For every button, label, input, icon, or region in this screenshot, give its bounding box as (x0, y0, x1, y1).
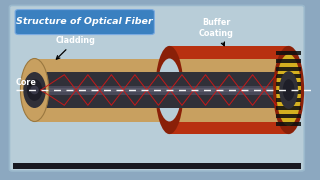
Text: Buffer
Coating: Buffer Coating (199, 18, 234, 46)
Bar (276, 75, 301, 78)
Bar (35, 88, 289, 92)
Ellipse shape (157, 58, 181, 122)
Bar (276, 106, 301, 110)
Bar (35, 58, 289, 122)
Bar (276, 122, 301, 126)
Ellipse shape (27, 79, 42, 101)
Bar (276, 114, 301, 118)
FancyBboxPatch shape (10, 5, 304, 171)
FancyBboxPatch shape (15, 10, 154, 35)
Bar (35, 86, 289, 94)
Bar (276, 82, 301, 86)
Bar (276, 98, 301, 102)
Text: Core: Core (16, 78, 36, 87)
Ellipse shape (20, 58, 49, 122)
Ellipse shape (30, 86, 39, 94)
Ellipse shape (279, 71, 298, 109)
Bar (35, 72, 289, 108)
Ellipse shape (273, 46, 304, 134)
Ellipse shape (283, 79, 294, 101)
Bar (12, 163, 301, 169)
Ellipse shape (155, 46, 184, 134)
Ellipse shape (276, 54, 301, 126)
Bar (276, 90, 301, 94)
Text: Structure of Optical Fiber: Structure of Optical Fiber (16, 17, 153, 26)
Bar (276, 59, 301, 63)
Bar (169, 46, 289, 58)
Bar (169, 122, 289, 134)
Text: Cladding: Cladding (55, 36, 95, 59)
Ellipse shape (23, 72, 46, 108)
Bar (276, 51, 301, 55)
Bar (276, 67, 301, 71)
